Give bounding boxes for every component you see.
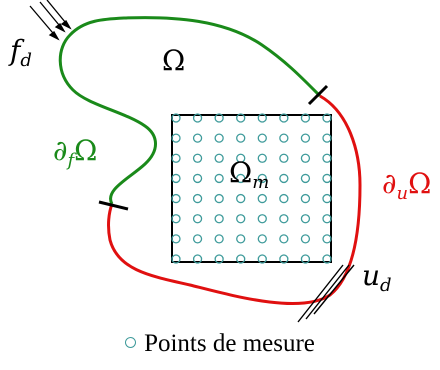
measurement-domain-square: [171, 114, 332, 263]
measurement-point: [214, 214, 224, 224]
displacement-boundary-curve: [107, 94, 362, 306]
measurement-point: [300, 254, 311, 264]
measurement-point: [236, 234, 246, 244]
measurement-point: [257, 254, 267, 264]
measurement-point: [257, 214, 267, 224]
measurement-point: [300, 234, 311, 244]
measurement-point: [236, 133, 246, 143]
displacement-label: ud: [362, 259, 392, 296]
displacement-hatching: [297, 264, 355, 323]
measurement-point: [214, 133, 224, 143]
measurement-point: [171, 113, 181, 123]
measurement-point: [300, 133, 311, 143]
measurement-point: [192, 173, 203, 184]
measurement-point: [300, 214, 311, 224]
measurement-point: [322, 153, 332, 163]
measurement-point: [257, 113, 267, 123]
measurement-point: [279, 193, 289, 204]
measurement-point: [214, 193, 224, 204]
measurement-point: [236, 173, 246, 184]
measurement-point: [171, 153, 181, 163]
measurement-point: [236, 153, 246, 163]
measurement-point: [300, 113, 311, 123]
measurement-point: [279, 153, 289, 163]
measurement-point: [257, 193, 267, 204]
measurement-point: [257, 133, 267, 143]
legend-label: Points de mesure: [144, 330, 315, 357]
measurement-point: [322, 113, 332, 123]
measurement-point: [236, 214, 246, 224]
boundary-separator-top: [307, 84, 329, 106]
measurement-point: [171, 234, 181, 244]
measurement-point: [236, 193, 246, 204]
measurement-point: [192, 133, 203, 143]
measurement-point: [279, 113, 289, 123]
measurement-point: [257, 173, 267, 184]
measurement-point: [214, 234, 224, 244]
measurement-point: [171, 133, 181, 143]
domain-label: Ω: [162, 44, 185, 77]
measurement-point: [192, 254, 203, 264]
measurement-point: [322, 133, 332, 143]
measurement-point: [214, 254, 224, 264]
measurement-point: [214, 173, 224, 184]
measurement-point: [257, 234, 267, 244]
measurement-point: [192, 113, 203, 123]
measurement-point: [300, 153, 311, 163]
force-boundary-label: ∂fΩ: [53, 134, 97, 171]
measurement-point: [192, 153, 203, 163]
force-arrows: [29, 0, 72, 41]
measurement-point-marker-icon: [125, 337, 137, 348]
measurement-point: [300, 193, 311, 204]
measurement-point: [279, 173, 289, 184]
measurement-point: [322, 234, 332, 244]
displacement-boundary-label: ∂uΩ: [382, 167, 431, 204]
measurement-point: [279, 214, 289, 224]
measurement-point: [171, 193, 181, 204]
measurement-point: [279, 234, 289, 244]
measurement-point: [322, 193, 332, 204]
measurement-point: [214, 113, 224, 123]
measurement-point: [214, 153, 224, 163]
measurement-point: [322, 173, 332, 184]
measurement-point: [171, 214, 181, 224]
force-label: fd: [8, 34, 32, 71]
measurement-point: [192, 214, 203, 224]
measurement-point: [171, 173, 181, 184]
measurement-point: [279, 254, 289, 264]
measurement-point: [279, 133, 289, 143]
measurement-point: [171, 254, 181, 264]
legend: Points de mesure: [0, 330, 440, 358]
measurement-point: [236, 113, 246, 123]
measurement-point: [322, 214, 332, 224]
measurement-point: [322, 254, 332, 264]
measure-domain-label: Ωm: [229, 156, 269, 193]
measurement-point: [257, 153, 267, 163]
measurement-point: [192, 234, 203, 244]
measurement-points: [171, 113, 332, 264]
force-boundary-curve: [58, 16, 322, 205]
measurement-point: [236, 254, 246, 264]
measurement-point: [192, 193, 203, 204]
boundary-separator-left: [98, 200, 129, 211]
measurement-point: [300, 173, 311, 184]
